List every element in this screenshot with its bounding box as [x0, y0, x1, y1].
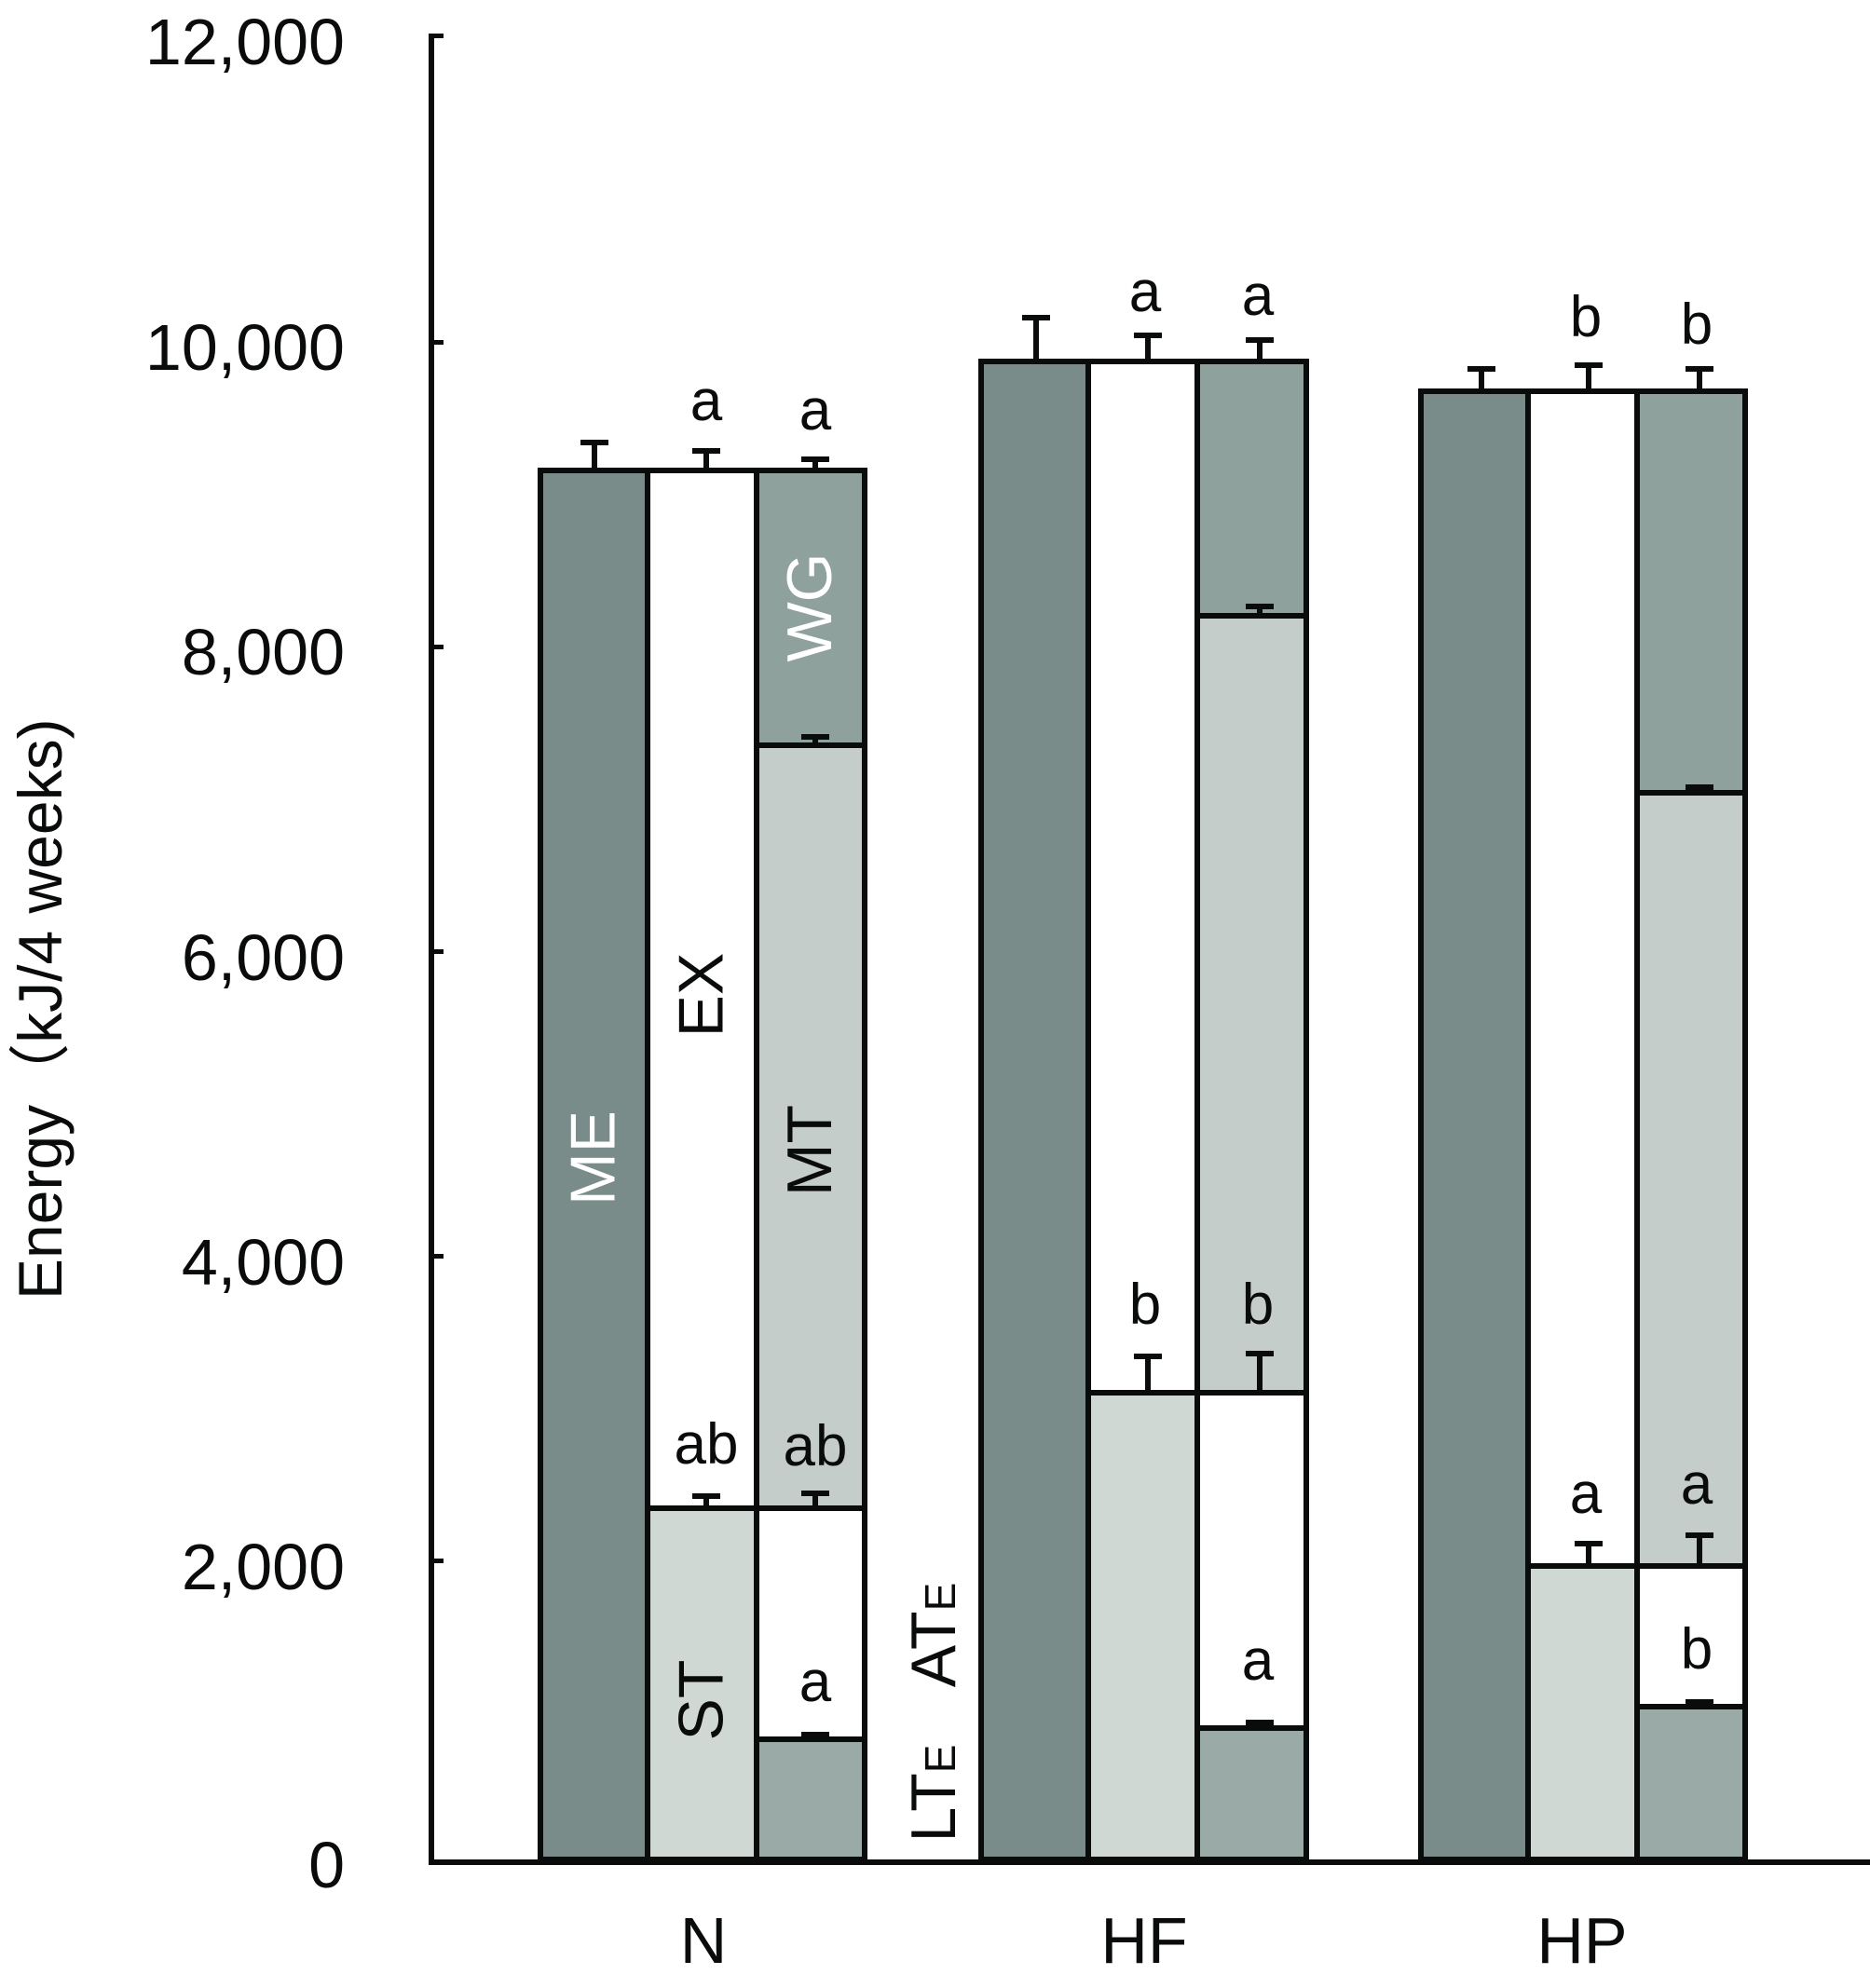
errbar-hf-st: [1145, 1354, 1151, 1392]
sig-n-wg: a: [799, 378, 832, 443]
sig-hp-ex: b: [1569, 285, 1603, 349]
bar-hp-me: [1418, 388, 1531, 1862]
label-st: ST: [665, 1659, 737, 1741]
errcap-hf-me: [1022, 315, 1050, 320]
errbar-n-ate: [812, 1491, 818, 1507]
y-tick-mark-12000: [434, 34, 444, 38]
bar-hp-ex: [1525, 388, 1640, 1569]
label-ate: ATE: [898, 1565, 969, 1705]
y-tick-6000: 6,000: [181, 921, 345, 994]
errcap-hp-lte: [1686, 1699, 1713, 1705]
x-axis-line: [429, 1859, 1870, 1865]
errbar-hf-me: [1033, 315, 1039, 361]
bar-hf-ex: [1085, 359, 1200, 1396]
errcap-hp-mt: [1686, 784, 1713, 790]
y-tick-mark-10000: [434, 340, 444, 345]
errcap-n-lte: [801, 1732, 829, 1737]
y-tick-10000: 10,000: [144, 311, 345, 384]
errcap-hf-ex: [1134, 333, 1162, 338]
label-me: ME: [557, 1110, 629, 1205]
label-lte-main: LT: [898, 1773, 969, 1843]
sig-n-ex: a: [689, 369, 723, 433]
bar-hf-ate: [1194, 1390, 1309, 1731]
label-wg: WG: [774, 552, 845, 662]
y-tick-4000: 4,000: [181, 1226, 345, 1299]
errbar-hf-mt: [1257, 606, 1263, 615]
y-axis-line: [429, 34, 434, 1865]
sig-hf-st: b: [1128, 1273, 1162, 1337]
sig-hp-st: a: [1569, 1462, 1603, 1526]
bar-n-wg: [754, 468, 867, 748]
bar-hf-mt: [1194, 613, 1309, 1396]
errcap-n-me: [580, 440, 608, 445]
errbar-hf-ex: [1145, 333, 1151, 361]
errcap-n-ate: [801, 1491, 829, 1496]
sig-hf-lte: a: [1241, 1628, 1275, 1693]
errcap-n-wg: [801, 456, 829, 462]
bar-hp-lte: [1634, 1704, 1748, 1862]
y-tick-mark-4000: [434, 1254, 444, 1259]
errcap-hf-wg: [1246, 337, 1274, 343]
y-tick-mark-8000: [434, 645, 444, 649]
errcap-hf-ate: [1246, 1351, 1274, 1356]
label-ate-sub: E: [916, 1582, 964, 1612]
errbar-hp-me: [1479, 366, 1484, 390]
label-ex: EX: [665, 952, 737, 1038]
x-tick-n: N: [679, 1904, 728, 1977]
y-tick-8000: 8,000: [181, 616, 345, 688]
errbar-hp-st: [1586, 1541, 1591, 1565]
y-tick-12000: 12,000: [144, 6, 345, 78]
label-lte: LTE: [898, 1723, 969, 1863]
sig-hf-wg: a: [1241, 264, 1275, 328]
bar-hf-st: [1085, 1390, 1200, 1862]
y-tick-2000: 2,000: [181, 1531, 345, 1603]
label-ate-main: AT: [898, 1611, 969, 1688]
errcap-n-ex: [692, 448, 720, 454]
sig-n-st: ab: [674, 1412, 739, 1477]
errcap-n-mt: [801, 734, 829, 740]
y-axis-title: Energy（kJ/4 weeks): [6, 718, 75, 1300]
bar-hf-me: [978, 359, 1091, 1862]
errbar-n-ex: [703, 448, 709, 470]
bar-hp-mt: [1634, 790, 1748, 1569]
errcap-hf-lte: [1246, 1720, 1274, 1725]
errbar-n-wg: [812, 456, 818, 470]
sig-hp-lte: b: [1680, 1617, 1713, 1682]
sig-hf-ex: a: [1128, 260, 1162, 324]
bar-hp-st: [1525, 1563, 1640, 1862]
errbar-hp-ate: [1697, 1532, 1702, 1565]
bar-n-lte: [754, 1736, 867, 1862]
label-lte-sub: E: [916, 1744, 964, 1774]
bar-hf-lte: [1194, 1725, 1309, 1862]
errcap-hp-ex: [1575, 362, 1603, 368]
sig-n-ate: ab: [783, 1414, 848, 1478]
errbar-n-me: [592, 440, 597, 470]
sig-hf-ate: b: [1241, 1273, 1275, 1337]
errcap-hp-ate: [1686, 1532, 1713, 1538]
errbar-n-st: [703, 1493, 709, 1507]
errcap-hp-wg: [1686, 366, 1713, 372]
y-tick-mark-6000: [434, 949, 444, 954]
errcap-hf-st: [1134, 1354, 1162, 1359]
bar-hf-wg: [1194, 359, 1309, 619]
sig-hp-ate: a: [1680, 1452, 1713, 1517]
errbar-hf-wg: [1257, 337, 1263, 361]
errbar-hp-wg: [1697, 366, 1702, 390]
y-tick-mark-2000: [434, 1559, 444, 1563]
label-mt: MT: [774, 1104, 845, 1197]
bar-hp-wg: [1634, 388, 1748, 796]
errcap-hp-me: [1467, 366, 1495, 372]
errbar-hf-ate: [1257, 1351, 1263, 1392]
sig-n-lte: a: [799, 1650, 832, 1714]
y-tick-0: 0: [308, 1829, 345, 1901]
errcap-hp-st: [1575, 1541, 1603, 1546]
errcap-hf-mt: [1246, 604, 1274, 609]
x-tick-hf: HF: [1100, 1904, 1188, 1977]
errbar-hp-ex: [1586, 362, 1591, 390]
x-tick-hp: HP: [1536, 1904, 1628, 1977]
sig-hp-wg: b: [1680, 293, 1713, 357]
errcap-n-st: [692, 1493, 720, 1499]
bar-n-ate: [754, 1505, 867, 1742]
